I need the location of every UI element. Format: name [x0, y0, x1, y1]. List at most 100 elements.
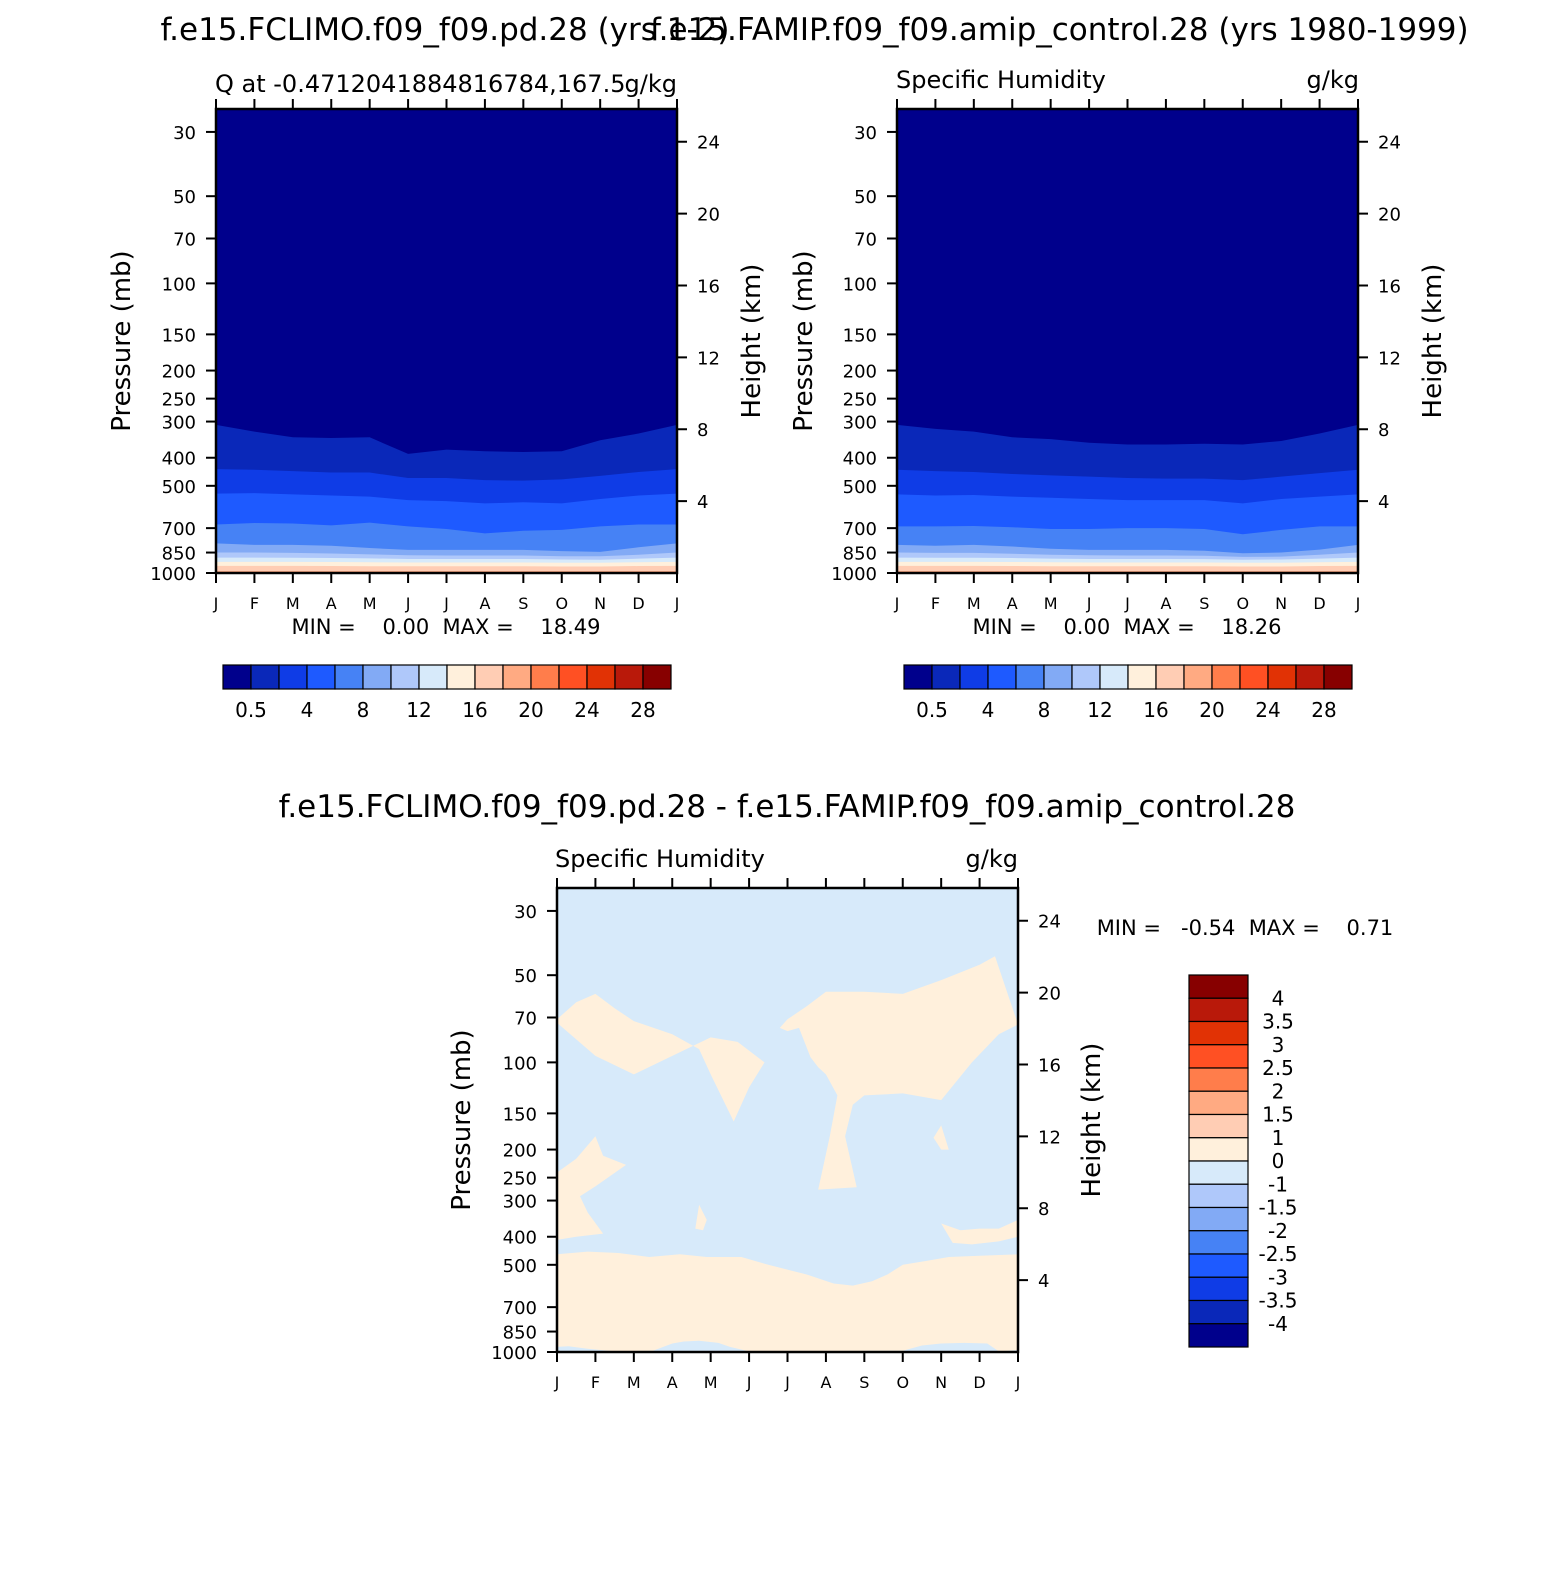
panel1-colorbar-swatch — [502, 664, 532, 690]
panel3-xtick-label: M — [704, 1373, 718, 1392]
panel2-htick-label: 12 — [1378, 348, 1401, 369]
panel2-colorbar-swatch — [931, 664, 961, 690]
panel3-colorbar-label: 3 — [1272, 1033, 1285, 1057]
panel3-xtick-label: S — [859, 1373, 869, 1392]
panel2-ytick-label: 850 — [843, 544, 877, 565]
panel1-xtick-label: J — [213, 594, 219, 613]
panel1-ytick-label: 250 — [162, 390, 196, 411]
panel2-colorbar-swatch — [1239, 664, 1269, 690]
panel2-htick-label: 4 — [1378, 492, 1389, 513]
panel3-colorbar-label: 1 — [1272, 1126, 1285, 1150]
panel2-ytick-label: 300 — [843, 413, 877, 434]
panel3-htick-label: 8 — [1038, 1199, 1049, 1220]
panel1-colorbar-swatch — [614, 664, 644, 690]
panel2-colorbar-swatch — [1323, 664, 1353, 690]
panel-model-2: Specific Humidity g/kg J F M A M J J A S O N D J 30 50… — [789, 66, 1448, 722]
panel1-colorbar-swatch — [222, 664, 252, 690]
panel2-colorbar-label: 20 — [1199, 698, 1224, 722]
panel1-colorbar-swatch — [334, 664, 364, 690]
panel2-ytick-label: 150 — [843, 325, 877, 346]
panel3-positive-region-2 — [933, 1125, 949, 1150]
panel1-ytick-label: 700 — [162, 519, 196, 540]
panel1-ytick-label: 150 — [162, 325, 196, 346]
panel2-ylabel: Pressure (mb) — [789, 250, 819, 431]
panel3-colorbar-label: 1.5 — [1262, 1103, 1294, 1127]
panel3-colorbar-swatch — [1188, 1183, 1249, 1209]
panel1-xtick-label: M — [363, 594, 377, 613]
panel2-xtick-label: M — [967, 594, 981, 613]
panel1-ytick-label: 850 — [162, 544, 196, 565]
panel3-xtick-label: M — [627, 1373, 641, 1392]
panel2-colorbar-swatch — [1155, 664, 1185, 690]
panel2-xtick-label: O — [1236, 594, 1249, 613]
right-panel-main-title: f.e15.FAMIP.f09_f09.amip_control.28 (yrs… — [650, 12, 1469, 48]
panel3-positive-region-6 — [557, 1251, 1018, 1352]
panel1-xtick-label: M — [286, 594, 300, 613]
panel3-xtick-label: A — [820, 1373, 831, 1392]
panel1-colorbar-label: 4 — [301, 698, 314, 722]
panel2-xtick-label: A — [1160, 594, 1171, 613]
panel1-ytick-label: 30 — [173, 123, 196, 144]
panel2-colorbar-swatch — [1015, 664, 1045, 690]
panel2-ytick-label: 30 — [854, 123, 877, 144]
panel1-contour-plot — [216, 109, 677, 573]
panel3-colorbar-swatch — [1188, 1090, 1249, 1116]
panel1-htick-label: 8 — [697, 420, 708, 441]
panel1-htick-label: 12 — [697, 348, 720, 369]
panel1-min-max: MIN = 0.00 MAX = 18.49 — [291, 615, 600, 639]
panel3-min-max: MIN = -0.54 MAX = 0.71 — [1097, 916, 1394, 940]
panel3-colorbar-label: -1.5 — [1258, 1196, 1297, 1220]
panel3-colorbar-swatch — [1188, 1230, 1249, 1255]
panel-difference: Specific Humidity g/kg J F M A M J J A S O N D J3050… — [447, 845, 1393, 1392]
panel2-colorbar-swatch — [959, 664, 989, 690]
panel3-ytick-label: 300 — [503, 1192, 537, 1213]
panel3-ylabel: Pressure (mb) — [447, 1029, 477, 1210]
panel3-xtick-label: F — [591, 1373, 600, 1392]
panel1-colorbar-swatch — [250, 664, 280, 690]
panel3-ytick-label: 400 — [503, 1228, 537, 1249]
panel3-positive-region-5 — [695, 1204, 707, 1231]
panel3-colorbar-swatch — [1188, 1276, 1249, 1302]
panel2-htick-label: 24 — [1378, 133, 1401, 154]
panel1-colorbar-label: 20 — [518, 698, 543, 722]
panel1-xtick-label: A — [326, 594, 337, 613]
panel3-colorbar: 43.532.521.510-1-1.5-2-2.5-3-3.5-4 — [1188, 974, 1298, 1348]
panel2-xtick-label: A — [1007, 594, 1018, 613]
panel2-colorbar-swatch — [1071, 664, 1101, 690]
panel3-ytick-label: 500 — [503, 1256, 537, 1277]
panel1-colorbar-swatch — [390, 664, 420, 690]
panel2-colorbar-swatch — [1043, 664, 1073, 690]
panel1-xtick-label: J — [674, 594, 680, 613]
panel1-colorbar-swatch — [418, 664, 448, 690]
panel3-ytick-label: 70 — [514, 1009, 537, 1030]
panel1-xtick-label: J — [443, 594, 449, 613]
panel1-colorbar-swatch — [558, 664, 588, 690]
panel3-ytick-label: 250 — [503, 1169, 537, 1190]
panel1-ytick-label: 500 — [162, 477, 196, 498]
panel2-ytick-label: 400 — [843, 449, 877, 470]
panel3-ytick-label: 100 — [503, 1053, 537, 1074]
panel2-ytick-label: 700 — [843, 519, 877, 540]
panel3-positive-region-4 — [941, 1219, 1018, 1245]
panel2-xtick-label: N — [1275, 594, 1287, 613]
panel3-colorbar-label: -2.5 — [1258, 1242, 1297, 1266]
panel2-colorbar-label: 8 — [1038, 698, 1051, 722]
panel3-colorbar-swatch — [1188, 1020, 1249, 1046]
panel3-colorbar-label: -1 — [1268, 1172, 1288, 1196]
panel2-xtick-label: F — [931, 594, 940, 613]
panel3-xtick-label: J — [784, 1373, 790, 1392]
panel3-colorbar-swatch — [1188, 1137, 1249, 1162]
panel2-ytick-label: 50 — [854, 187, 877, 208]
panel2-colorbar-swatch — [903, 664, 933, 690]
panel3-xtick-label: O — [896, 1373, 909, 1392]
panel1-htick-label: 20 — [697, 205, 720, 226]
panel3-colorbar-swatch — [1188, 974, 1249, 999]
panel3-colorbar-swatch — [1188, 1067, 1249, 1092]
panel2-xtick-label: D — [1313, 594, 1325, 613]
panel1-htick-label: 16 — [697, 276, 720, 297]
panel3-colorbar-label: -4 — [1268, 1312, 1288, 1336]
panel1-colorbar-label: 12 — [406, 698, 431, 722]
panel2-colorbar-label: 0.5 — [916, 698, 948, 722]
